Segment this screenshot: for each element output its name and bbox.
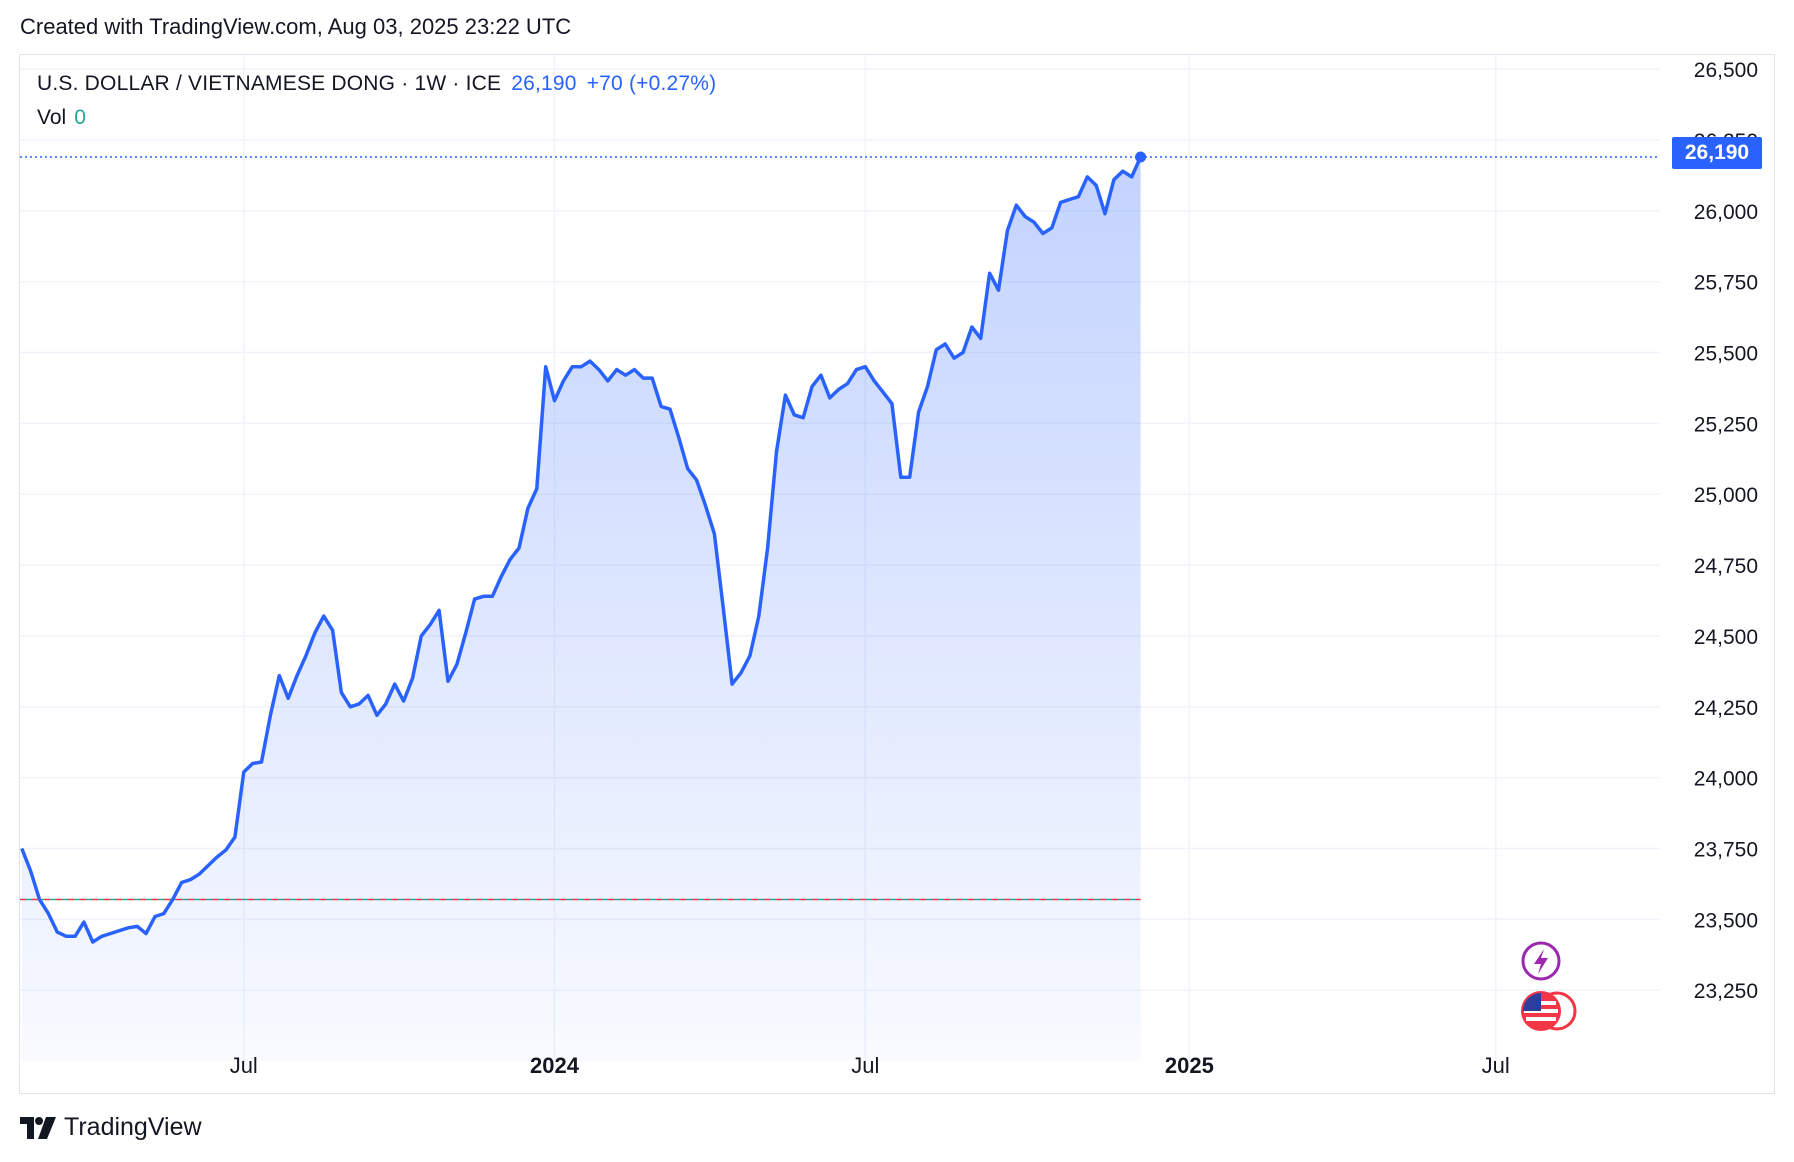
- x-tick-label: 2024: [530, 1053, 580, 1078]
- last-price-tag: 26,190: [1672, 137, 1762, 169]
- price-change-value: +70 (+0.27%): [586, 72, 717, 95]
- chart-grid: [20, 55, 1660, 1061]
- y-tick-label: 24,750: [1694, 555, 1758, 578]
- y-tick-label: 25,750: [1694, 272, 1758, 295]
- x-tick-label: Jul: [851, 1053, 879, 1078]
- y-tick-label: 26,000: [1694, 201, 1758, 224]
- footer: TradingView: [20, 1113, 202, 1142]
- last-price-marker[interactable]: [1135, 151, 1147, 163]
- last-price-value: 26,190: [511, 72, 577, 95]
- y-tick-label: 25,250: [1694, 413, 1758, 436]
- volume-value: 0: [74, 106, 86, 129]
- y-tick-label: 25,500: [1694, 343, 1758, 366]
- y-tick-label: 24,000: [1694, 768, 1758, 791]
- tradingview-brand[interactable]: TradingView: [64, 1113, 202, 1141]
- y-tick-label: 26,500: [1694, 59, 1758, 82]
- plot-area: [20, 151, 1147, 1061]
- chart-frame: [19, 54, 1775, 1094]
- y-tick-label: 23,250: [1694, 980, 1758, 1003]
- y-tick-label: 23,500: [1694, 909, 1758, 932]
- price-line[interactable]: [20, 156, 1143, 944]
- created-with-caption: Created with TradingView.com, Aug 03, 20…: [20, 14, 572, 39]
- x-tick-label: Jul: [230, 1053, 258, 1078]
- volume-label: Vol: [37, 106, 67, 129]
- event-icons: [1521, 941, 1577, 1031]
- y-tick-label: 23,750: [1694, 838, 1758, 861]
- symbol-title[interactable]: U.S. DOLLAR / VIETNAMESE DONG · 1W · ICE: [37, 72, 502, 95]
- tradingview-logo-icon[interactable]: [20, 1116, 56, 1139]
- y-tick-label: 24,500: [1694, 626, 1758, 649]
- us-flag-icon[interactable]: [1521, 991, 1577, 1031]
- volume-legend: Vol 0: [37, 106, 86, 130]
- time-axis: Jul 2024 Jul 2025 Jul: [230, 1053, 1510, 1078]
- x-tick-label: 2025: [1165, 1053, 1214, 1078]
- x-tick-label: Jul: [1482, 1053, 1510, 1078]
- price-area-fill: [21, 157, 1141, 1061]
- lightning-icon[interactable]: [1521, 941, 1561, 981]
- symbol-legend: U.S. DOLLAR / VIETNAMESE DONG · 1W · ICE…: [37, 72, 716, 96]
- y-tick-label: 24,250: [1694, 697, 1758, 720]
- y-tick-label: 25,000: [1694, 484, 1758, 507]
- price-axis: 23,250 23,500 23,750 24,000 24,250 24,500 24,7…: [1694, 59, 1758, 1003]
